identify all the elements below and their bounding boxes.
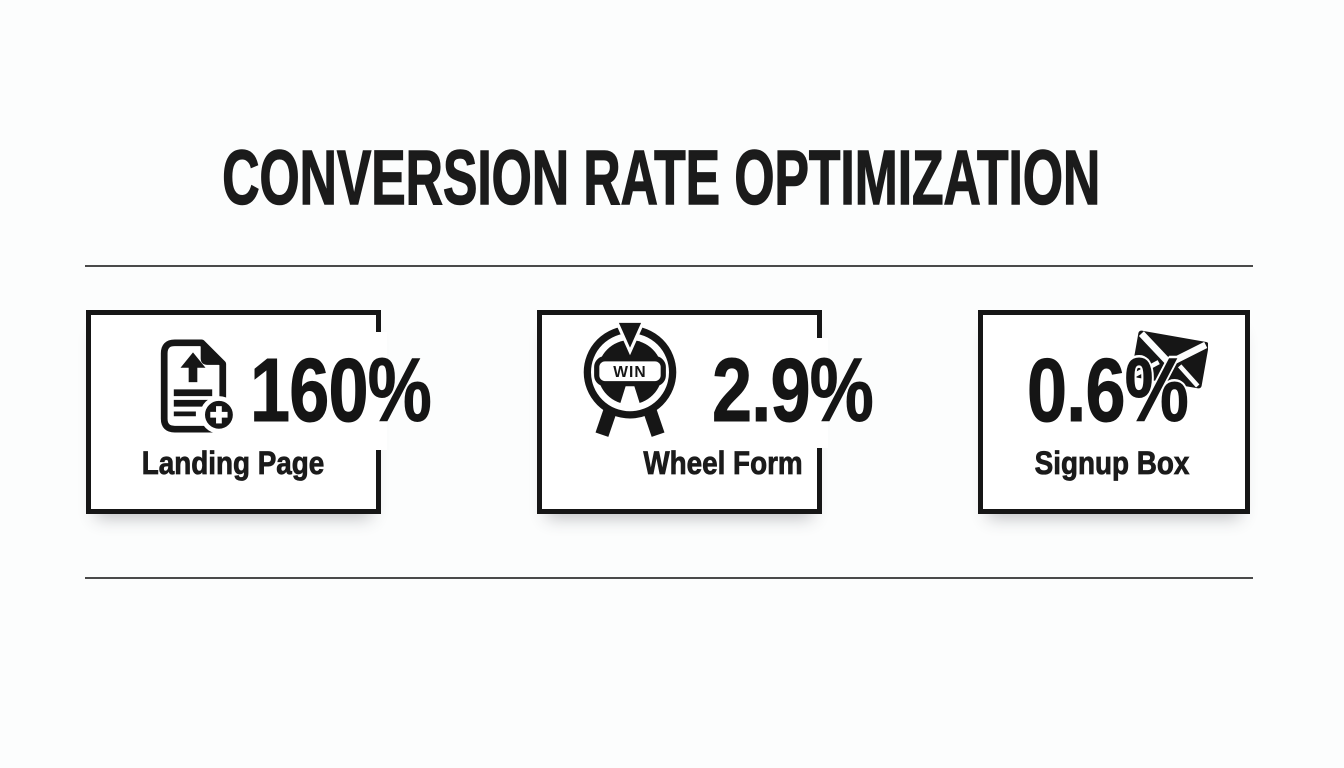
border-gap: [375, 332, 387, 450]
bottom-divider: [85, 577, 1253, 579]
stat-label-landing-page: Landing Page: [141, 445, 325, 481]
border-gap: [816, 338, 828, 448]
stat-value-signup-box: 0.6%: [1027, 341, 1190, 441]
stat-label-signup-box: Signup Box: [1034, 445, 1190, 481]
stat-card-wheel-form: WIN 2.9% Wheel Form: [537, 310, 874, 514]
stat-value-landing-page: 160%: [250, 341, 433, 441]
stat-label-wheel-form: Wheel Form: [643, 445, 803, 481]
prize-wheel-icon: WIN: [578, 319, 682, 437]
stat-value-wheel-form: 2.9%: [712, 341, 875, 441]
top-divider: [85, 265, 1253, 267]
envelope-icon: [1131, 326, 1209, 393]
page-title-text: CONVERSION RATE OPTIMIZATION: [222, 135, 1101, 221]
document-upload-plus-icon: [145, 337, 241, 435]
stat-card-signup-box: 0.6% Signup Box: [978, 310, 1250, 514]
page-title: CONVERSION RATE OPTIMIZATION: [0, 135, 1322, 221]
wheel-win-text: WIN: [613, 364, 646, 381]
stat-card-landing-page: 160% Landing Page: [86, 310, 432, 514]
